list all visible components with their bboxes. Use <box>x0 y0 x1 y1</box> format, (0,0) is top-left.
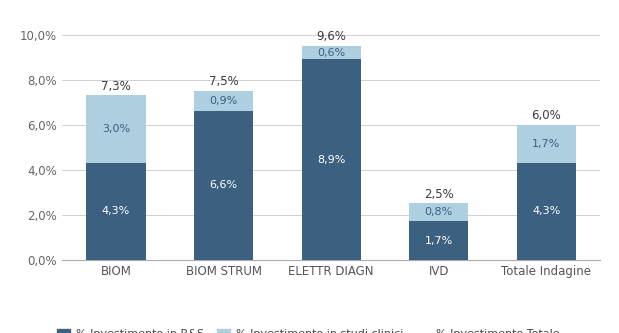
Text: 2,5%: 2,5% <box>424 188 454 201</box>
Text: 4,3%: 4,3% <box>532 206 560 216</box>
Bar <box>87 163 145 260</box>
Text: 0,9%: 0,9% <box>209 96 238 106</box>
Text: 9,6%: 9,6% <box>316 30 346 43</box>
Bar <box>517 125 576 163</box>
Text: 4,3%: 4,3% <box>102 206 130 216</box>
Text: 0,6%: 0,6% <box>317 48 345 58</box>
Bar <box>194 91 253 111</box>
Text: 0,8%: 0,8% <box>425 207 453 217</box>
Bar <box>409 203 469 221</box>
Text: 3,0%: 3,0% <box>102 124 130 134</box>
Text: 7,3%: 7,3% <box>101 80 131 93</box>
Bar <box>409 221 469 260</box>
Text: 7,5%: 7,5% <box>209 75 238 88</box>
Text: 6,6%: 6,6% <box>209 180 238 190</box>
Bar <box>301 59 361 260</box>
Text: 8,9%: 8,9% <box>317 155 345 165</box>
Bar <box>301 46 361 59</box>
Legend: % Investimento in R&S, % Investimento in studi clinici, % Investimento Totale: % Investimento in R&S, % Investimento in… <box>57 329 559 333</box>
Text: 6,0%: 6,0% <box>532 109 561 122</box>
Bar <box>87 95 145 163</box>
Text: 1,7%: 1,7% <box>425 236 453 246</box>
Bar <box>517 163 576 260</box>
Text: 1,7%: 1,7% <box>532 139 560 149</box>
Bar <box>194 111 253 260</box>
